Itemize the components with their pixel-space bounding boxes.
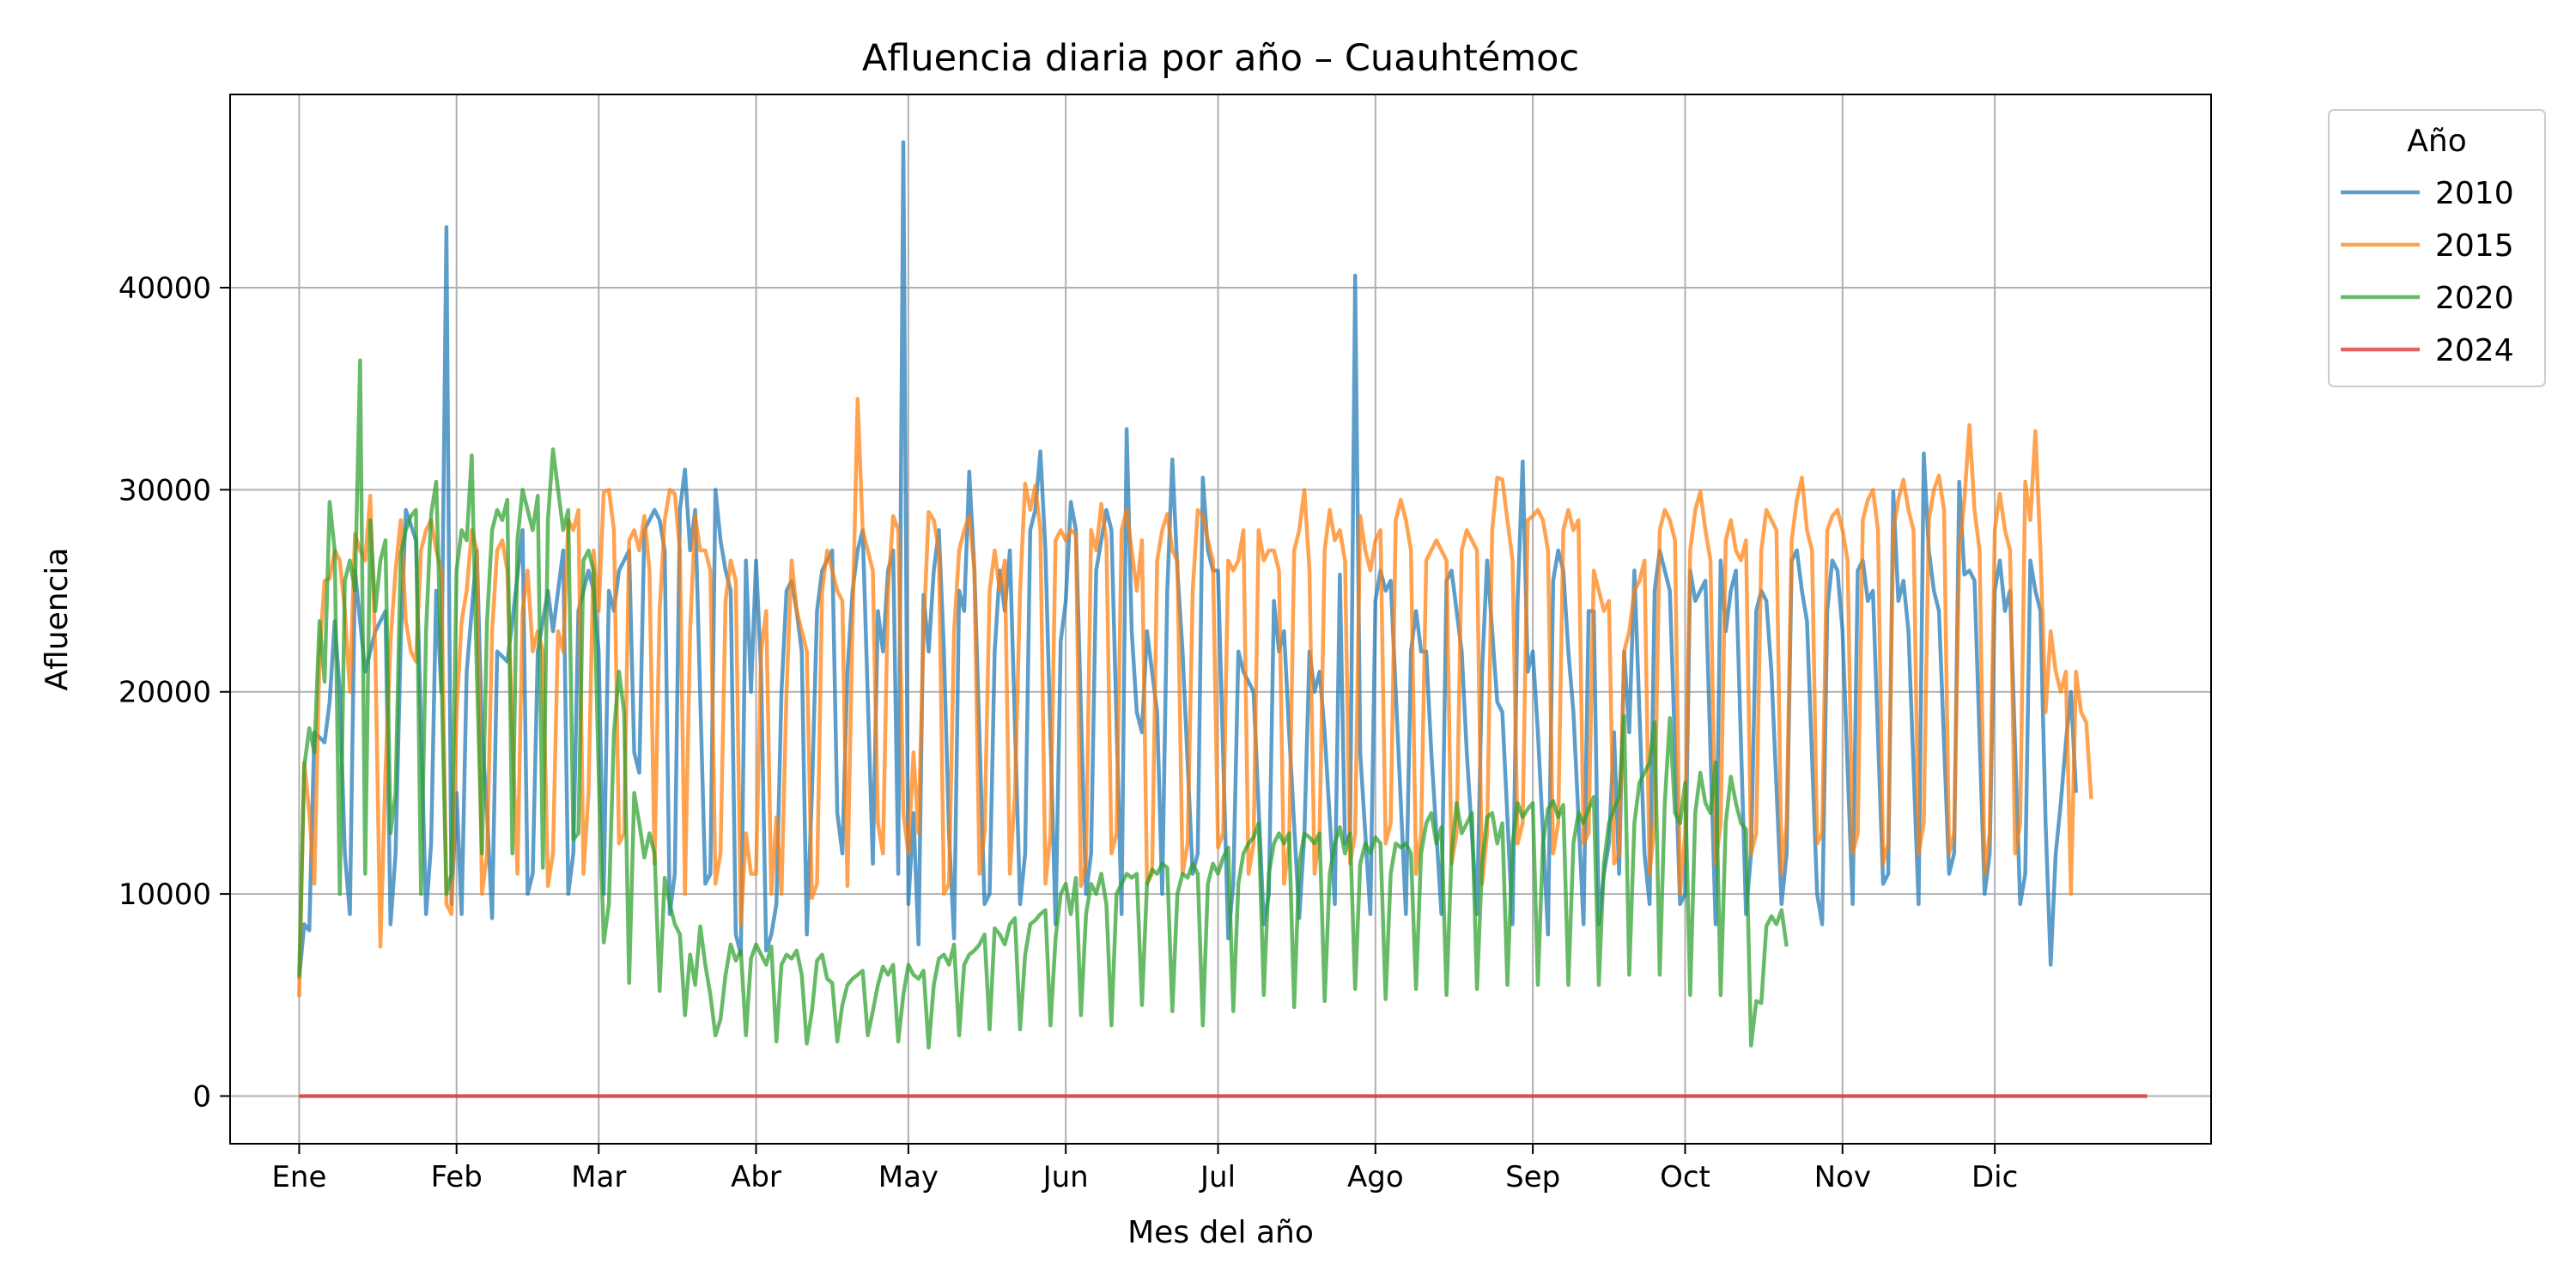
y-axis-label: Afluencia xyxy=(39,548,75,691)
legend-label-2010: 2010 xyxy=(2435,176,2514,211)
x-tick-label: Dic xyxy=(1971,1160,2018,1194)
chart-title: Afluencia diaria por año – Cuauhtémoc xyxy=(862,37,1579,80)
x-tick-label: Abr xyxy=(731,1160,781,1194)
series-lines xyxy=(297,140,2148,1098)
y-tick-label: 40000 xyxy=(118,271,211,306)
y-tick-label: 30000 xyxy=(118,473,211,507)
x-axis-label: Mes del año xyxy=(1127,1215,1314,1250)
x-tick-label: May xyxy=(878,1160,939,1194)
x-tick-label: Jun xyxy=(1042,1160,1089,1194)
x-tick-label: Sep xyxy=(1505,1160,1560,1194)
y-axis-ticks: 0 10000 20000 30000 40000 xyxy=(118,271,230,1114)
x-tick-label: Jul xyxy=(1199,1160,1236,1194)
legend-label-2020: 2020 xyxy=(2435,281,2514,316)
legend-box xyxy=(2328,109,2546,387)
x-tick-label: Feb xyxy=(431,1160,483,1194)
legend-label-2024: 2024 xyxy=(2435,333,2514,368)
series-line-2015 xyxy=(297,397,2093,998)
legend-title: Año xyxy=(2407,124,2466,159)
x-tick-label: Ago xyxy=(1347,1160,1404,1194)
x-tick-label: Mar xyxy=(571,1160,626,1194)
x-tick-label: Ene xyxy=(271,1160,326,1194)
legend-label-2015: 2015 xyxy=(2435,228,2514,264)
y-tick-label: 10000 xyxy=(118,878,211,912)
series-line-2020 xyxy=(297,358,1789,1050)
x-tick-label: Oct xyxy=(1660,1160,1710,1194)
legend: Año 2010 2015 2020 2024 xyxy=(2328,109,2546,387)
plot-area-frame xyxy=(229,94,2212,1145)
y-tick-label: 0 xyxy=(192,1079,211,1114)
y-tick-label: 20000 xyxy=(118,676,211,710)
x-axis-ticks: Ene Feb Mar Abr May Jun Jul Ago Sep Oct Nov Dic xyxy=(271,1144,2018,1194)
x-tick-label: Nov xyxy=(1814,1160,1871,1194)
